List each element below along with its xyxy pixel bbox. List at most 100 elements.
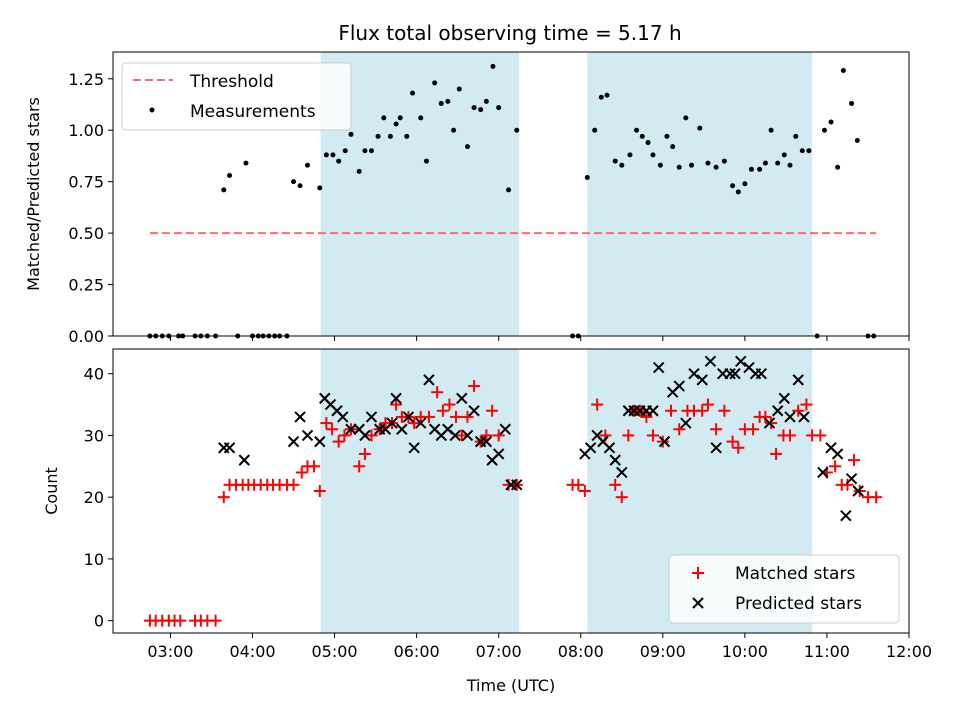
measurements-point (227, 172, 233, 178)
measurements-point (781, 152, 787, 158)
measurements-point (670, 144, 676, 150)
matched-stars-point (422, 410, 435, 423)
predicted-stars-point (680, 417, 692, 429)
count-observing-window (320, 349, 520, 633)
predicted-stars-point (792, 374, 804, 386)
matched-stars-point (770, 447, 783, 460)
count-legend: Matched stars Predicted stars (668, 554, 900, 624)
matched-stars-point (718, 404, 731, 417)
measurements-point (317, 185, 323, 191)
predicted-stars-point (402, 411, 415, 423)
predicted-stars-point (845, 472, 858, 485)
measurements-point (840, 68, 846, 74)
predicted-stars-point (763, 417, 776, 429)
measurements-point (735, 189, 741, 195)
matched-stars-point (784, 429, 797, 442)
y-tick-label: 10 (84, 550, 104, 569)
measurements-point (584, 175, 590, 181)
matched-stars-point (759, 410, 772, 423)
matched-stars-point (656, 435, 669, 448)
predicted-stars-point (365, 411, 378, 423)
predicted-stars-point (238, 454, 251, 466)
x-tick-label: 08:00 (558, 642, 604, 661)
predicted-stars-point (696, 374, 708, 386)
y-tick-label: 0 (94, 612, 104, 631)
measurements-point (471, 105, 477, 111)
measurements-point (650, 152, 656, 158)
matched-stars-point (792, 404, 805, 417)
measurements-point (713, 164, 719, 170)
legend-predicted-swatch (692, 597, 704, 609)
count-y-label: Count (42, 467, 61, 515)
measurements-point (748, 166, 754, 172)
matched-stars-point (726, 435, 739, 448)
matched-stars-point (338, 429, 351, 442)
measurements-point (342, 148, 348, 154)
matched-stars-point (468, 380, 481, 393)
matched-stars-point (841, 478, 854, 491)
predicted-stars-point (817, 466, 829, 479)
predicted-stars-point (831, 448, 844, 460)
y-tick-label: 1.25 (68, 70, 104, 89)
measurements-point (645, 140, 651, 146)
legend-matched-swatch (692, 567, 704, 579)
measurements-point (304, 162, 310, 168)
matched-stars-point (486, 404, 499, 417)
measurements-point (676, 164, 682, 170)
predicted-stars-point (287, 435, 300, 448)
matched-stars-point (701, 398, 714, 411)
measurements-point (397, 115, 403, 121)
matched-stars-point (732, 441, 745, 454)
y-tick-label: 0.00 (68, 327, 104, 346)
y-tick-label: 0.50 (68, 224, 104, 243)
measurements-point (721, 158, 727, 164)
predicted-stars-point (704, 355, 717, 368)
predicted-stars-point (584, 442, 597, 454)
matched-stars-point (673, 423, 686, 436)
count-panel: 03:00 04:00 05:00 06:00 07:00 08:00 09:00 10:00… (42, 348, 932, 695)
measurements-point (362, 148, 368, 154)
predicted-stars-point (396, 423, 408, 435)
matched-stars-point (209, 614, 222, 627)
matched-stars-point (358, 447, 371, 460)
measurements-point (496, 105, 502, 111)
measurements-point (619, 162, 625, 168)
measurements-point (835, 164, 841, 170)
measurements-point (849, 100, 855, 106)
measurements-point (438, 100, 444, 106)
predicted-stars-point (616, 466, 628, 479)
measurements-point (768, 127, 774, 133)
predicted-stars-point (408, 442, 420, 454)
matched-stars-point (747, 423, 760, 436)
matched-stars-point (365, 429, 378, 442)
measurements-point (451, 127, 457, 133)
measurements-point (423, 158, 429, 164)
measurements-point (787, 162, 793, 168)
matched-stars-point (353, 460, 366, 473)
y-tick-label: 40 (84, 365, 104, 384)
measurements-point (387, 133, 393, 139)
matched-stars-point (295, 466, 308, 479)
matched-stars-point (455, 429, 468, 442)
measurements-point (592, 127, 598, 133)
matched-stars-point (646, 429, 659, 442)
measurements-point (657, 162, 663, 168)
predicted-stars-point (653, 361, 665, 374)
predicted-stars-point (724, 367, 736, 380)
predicted-stars-point (294, 411, 306, 423)
measurements-point (612, 158, 618, 164)
predicted-stars-point (337, 411, 349, 423)
matched-stars-point (572, 478, 585, 491)
measurements-point (356, 168, 362, 174)
matched-stars-point (829, 460, 842, 473)
matched-stars-point (609, 478, 622, 491)
measurements-point (730, 183, 736, 189)
matched-stars-point (320, 417, 333, 430)
chart-title: Flux total observing time = 5.17 h (338, 21, 681, 45)
matched-stars-point (615, 491, 628, 504)
predicted-stars-point (314, 435, 326, 448)
measurements-point (639, 133, 645, 139)
predicted-stars-point (359, 429, 371, 442)
measurements-point (404, 133, 410, 139)
